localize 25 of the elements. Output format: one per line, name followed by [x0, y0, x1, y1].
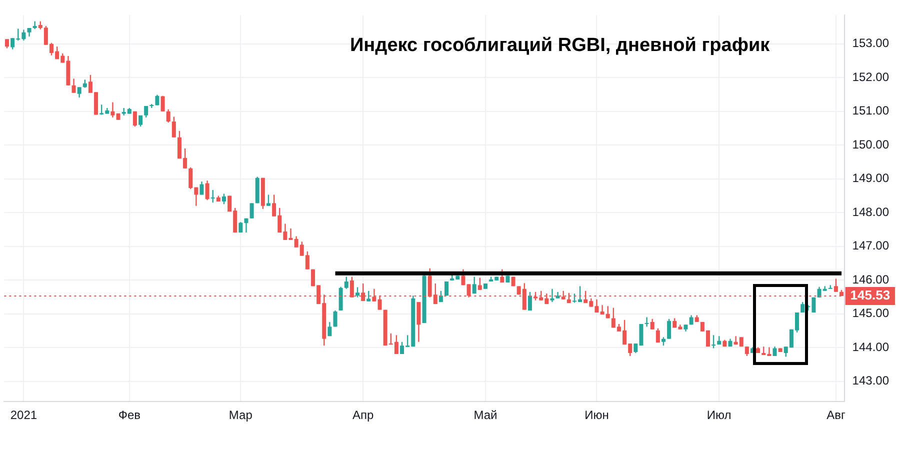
y-tick-label: 151.00 — [852, 104, 890, 118]
y-tick-label: 143.00 — [852, 374, 890, 388]
candlestick — [110, 102, 115, 118]
candlestick — [210, 190, 215, 202]
x-tick-label: 2021 — [10, 408, 38, 422]
x-tick-label: Фев — [118, 408, 140, 422]
y-tick-label: 150.00 — [852, 137, 890, 152]
candlestick — [550, 288, 554, 302]
candlestick — [644, 317, 649, 327]
x-tick-label: Май — [474, 408, 498, 422]
x-tick-label: Апр — [352, 408, 374, 422]
y-tick-label: 144.00 — [852, 340, 890, 354]
x-tick-label: Июн — [584, 408, 609, 422]
x-tick-label: Мар — [228, 408, 253, 422]
y-tick-label: 149.00 — [852, 171, 890, 186]
y-tick-label: 148.00 — [852, 204, 890, 219]
x-tick-label: Июл — [706, 408, 732, 422]
text: Индекс гособлигаций RGBI, дневной график — [350, 35, 770, 57]
x-tick-label: Авг — [826, 408, 846, 422]
y-tick-label: 153.00 — [852, 36, 890, 50]
y-tick-label: 145.00 — [852, 306, 890, 320]
y-tick-label: 146.00 — [852, 272, 890, 286]
y-tick-label: 152.00 — [852, 70, 890, 84]
ref-line-label: 145.53 — [850, 288, 890, 303]
y-tick-label: 147.00 — [852, 238, 890, 253]
